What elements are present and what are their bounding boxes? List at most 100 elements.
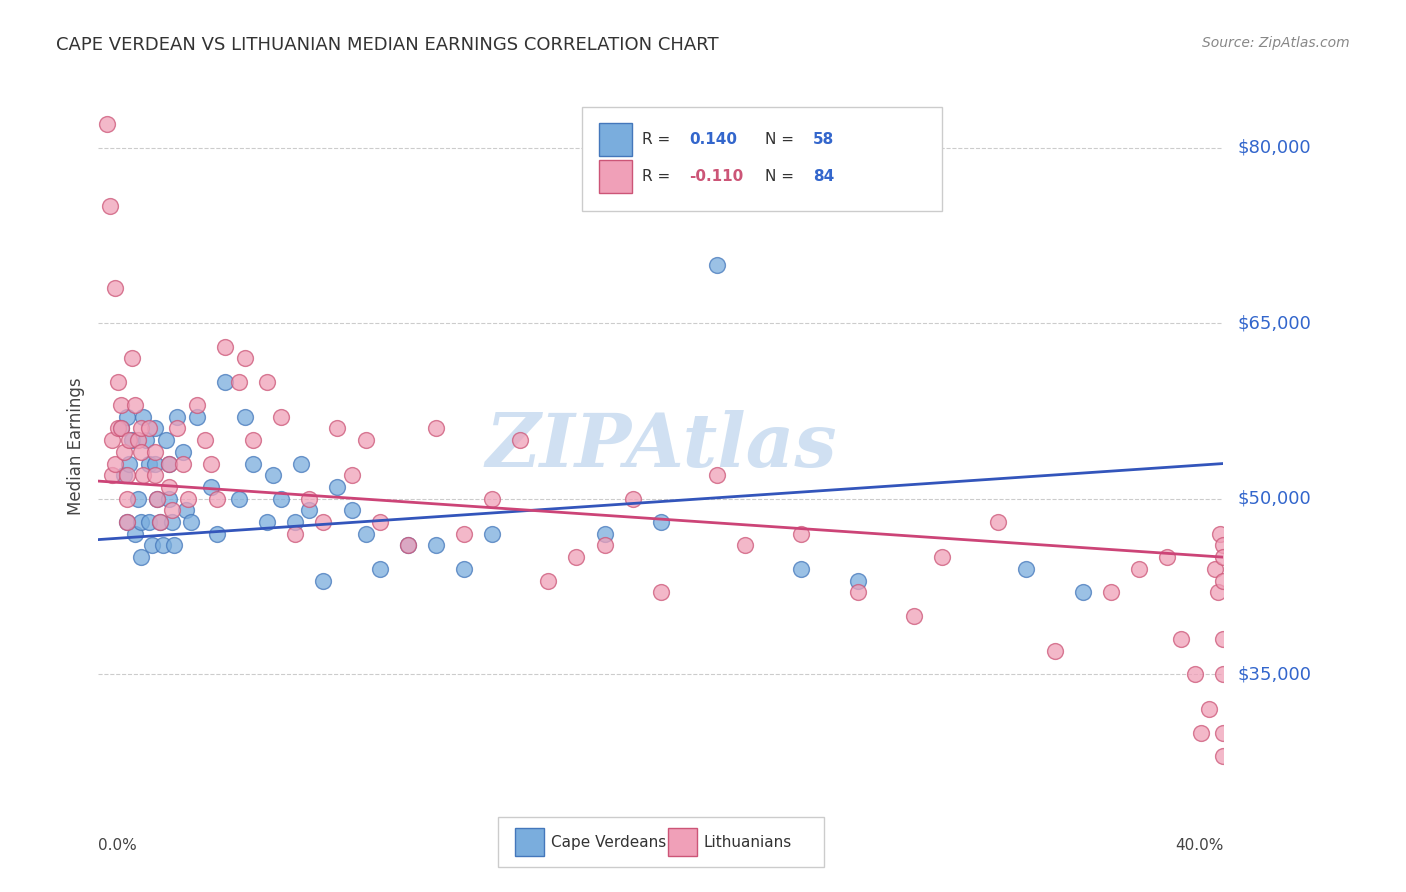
Point — [110, 421, 132, 435]
Point — [1071, 585, 1094, 599]
Point — [138, 421, 160, 435]
Point — [177, 491, 200, 506]
Point — [115, 468, 138, 483]
Point — [127, 491, 149, 506]
Point — [593, 538, 616, 552]
Point — [284, 515, 307, 529]
Point — [138, 515, 160, 529]
Point — [101, 468, 124, 483]
Point — [1209, 526, 1232, 541]
Point — [481, 491, 503, 506]
Point — [1212, 725, 1234, 739]
Point — [104, 457, 127, 471]
Point — [1156, 550, 1178, 565]
Point — [129, 550, 152, 565]
Point — [135, 433, 157, 447]
Text: 40.0%: 40.0% — [1175, 838, 1223, 854]
Point — [1212, 550, 1234, 565]
Text: Source: ZipAtlas.com: Source: ZipAtlas.com — [1202, 36, 1350, 50]
Point — [1099, 585, 1122, 599]
Point — [115, 515, 138, 529]
Point — [186, 398, 208, 412]
Point — [270, 491, 292, 506]
Point — [368, 562, 391, 576]
Point — [149, 515, 172, 529]
Point — [205, 526, 228, 541]
Point — [706, 468, 728, 483]
Point — [146, 491, 169, 506]
Point — [115, 409, 138, 424]
Point — [160, 515, 183, 529]
Point — [121, 433, 143, 447]
FancyBboxPatch shape — [599, 160, 631, 193]
Point — [141, 538, 163, 552]
Point — [621, 491, 644, 506]
Point — [152, 538, 174, 552]
Point — [481, 526, 503, 541]
Text: $35,000: $35,000 — [1237, 665, 1312, 683]
Point — [340, 468, 363, 483]
Point — [846, 574, 869, 588]
Point — [146, 491, 169, 506]
Point — [143, 445, 166, 459]
Text: ZIPAtlas: ZIPAtlas — [485, 409, 837, 483]
Text: 0.0%: 0.0% — [98, 838, 138, 854]
Point — [132, 409, 155, 424]
Point — [396, 538, 419, 552]
Point — [115, 491, 138, 506]
Text: N =: N = — [765, 169, 799, 184]
Point — [354, 433, 377, 447]
Point — [256, 515, 278, 529]
Point — [166, 421, 188, 435]
Point — [112, 468, 135, 483]
Point — [172, 457, 194, 471]
Point — [284, 526, 307, 541]
Point — [242, 433, 264, 447]
Text: R =: R = — [641, 169, 675, 184]
Point — [903, 608, 925, 623]
Point — [194, 433, 217, 447]
Point — [174, 503, 197, 517]
Point — [312, 574, 335, 588]
Point — [650, 585, 672, 599]
Point — [107, 421, 129, 435]
Point — [242, 457, 264, 471]
Point — [112, 445, 135, 459]
Point — [110, 398, 132, 412]
Point — [115, 515, 138, 529]
Point — [129, 515, 152, 529]
FancyBboxPatch shape — [599, 123, 631, 155]
Point — [157, 480, 180, 494]
Point — [706, 258, 728, 272]
Point — [104, 281, 127, 295]
Text: Cape Verdeans: Cape Verdeans — [551, 835, 666, 849]
Point — [149, 515, 172, 529]
Point — [593, 526, 616, 541]
Point — [1128, 562, 1150, 576]
Point — [129, 445, 152, 459]
Point — [537, 574, 560, 588]
Point — [98, 199, 121, 213]
Point — [155, 433, 177, 447]
Point — [290, 457, 312, 471]
Point — [368, 515, 391, 529]
Point — [565, 550, 588, 565]
Point — [143, 457, 166, 471]
Point — [180, 515, 202, 529]
Point — [127, 433, 149, 447]
Text: -0.110: -0.110 — [689, 169, 744, 184]
FancyBboxPatch shape — [498, 817, 824, 867]
Point — [326, 480, 349, 494]
Text: 0.140: 0.140 — [689, 132, 737, 146]
Point — [233, 409, 256, 424]
Point — [107, 375, 129, 389]
Point — [509, 433, 531, 447]
Point — [1212, 632, 1234, 646]
Point — [298, 491, 321, 506]
Point — [96, 117, 118, 131]
Point — [157, 491, 180, 506]
Point — [1184, 667, 1206, 681]
Point — [312, 515, 335, 529]
Point — [453, 562, 475, 576]
Point — [1212, 749, 1234, 764]
